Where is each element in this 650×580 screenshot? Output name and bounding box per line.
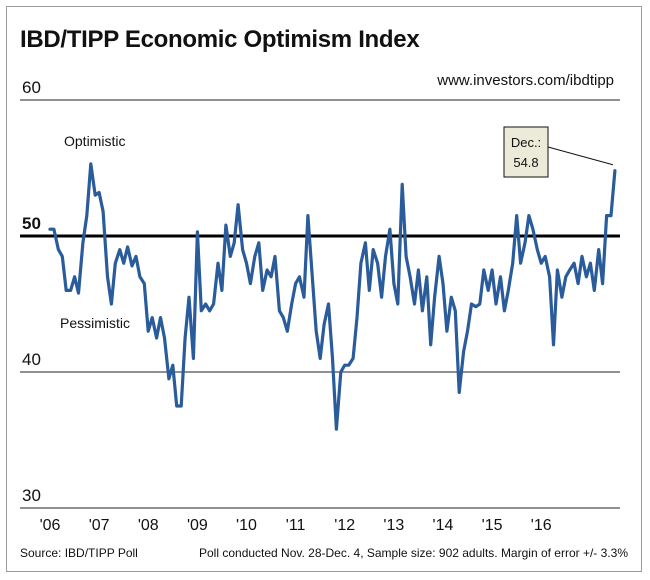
x-tick-label: '13 (383, 517, 404, 534)
y-tick-label: 50 (22, 214, 41, 233)
callout-latest-value: Dec.: 54.8 (503, 126, 614, 178)
footer-source: Source: IBD/TIPP Poll (20, 546, 138, 560)
series-line (48, 162, 617, 431)
y-tick-label: 30 (22, 486, 41, 505)
x-tick-label: '15 (482, 517, 503, 534)
x-axis-ticks: '06 '07 '08 '09 '10 '11 '12 '13 '14 '15 '16 (40, 517, 552, 534)
y-tick-label: 40 (22, 350, 41, 369)
x-tick-label: '06 (40, 517, 61, 534)
callout-label: Dec.: (511, 135, 541, 150)
x-tick-label: '10 (236, 517, 257, 534)
x-tick-label: '07 (89, 517, 110, 534)
y-tick-label: 60 (22, 78, 41, 97)
grid-lines (20, 99, 620, 509)
x-tick-label: '08 (138, 517, 159, 534)
callout-value: 54.8 (513, 155, 538, 170)
x-tick-label: '16 (531, 517, 552, 534)
x-tick-label: '12 (334, 517, 355, 534)
annotation-pessimistic: Pessimistic (60, 315, 130, 331)
x-tick-label: '14 (433, 517, 454, 534)
annotation-optimistic: Optimistic (64, 133, 125, 149)
x-tick-label: '11 (286, 517, 306, 534)
chart-title: IBD/TIPP Economic Optimism Index (20, 26, 420, 53)
callout-box (503, 126, 549, 178)
y-axis-ticks: 30 40 50 60 (22, 78, 41, 505)
callout-pointer (547, 146, 614, 166)
source-url: www.investors.com/ibdtipp (437, 72, 614, 89)
footer-note: Poll conducted Nov. 28-Dec. 4, Sample si… (199, 546, 628, 560)
x-tick-label: '09 (187, 517, 208, 534)
